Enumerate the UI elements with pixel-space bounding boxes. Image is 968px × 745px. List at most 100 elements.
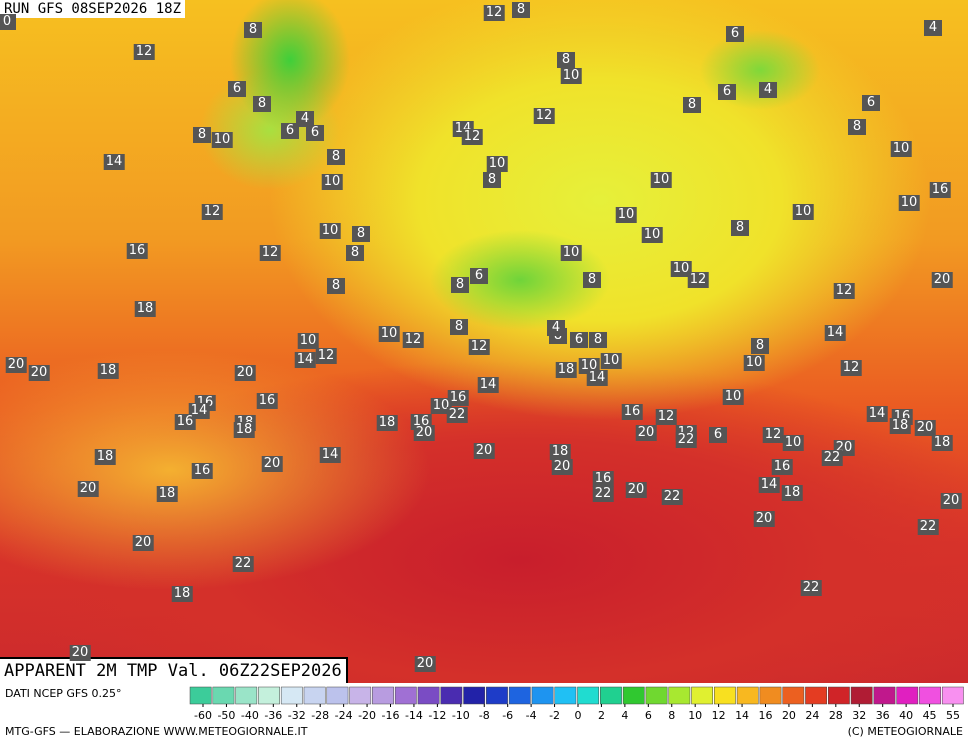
temp-label: 18 xyxy=(931,435,953,451)
colorbar-swatch xyxy=(805,686,827,705)
temp-label: 12 xyxy=(833,283,855,299)
temp-label: 10 xyxy=(430,398,452,414)
temp-label: 10 xyxy=(792,204,814,220)
colorbar-swatch xyxy=(577,686,600,705)
colorbar-tick-label: -2 xyxy=(549,709,560,722)
temp-label: 8 xyxy=(483,172,501,188)
colorbar-tick-label: 16 xyxy=(759,709,773,722)
temp-label: 6 xyxy=(709,427,727,443)
temp-label: 18 xyxy=(781,485,803,501)
temp-label: 8 xyxy=(193,127,211,143)
temp-label: 14 xyxy=(319,447,341,463)
temp-label: 10 xyxy=(560,68,582,84)
temp-label: 8 xyxy=(589,332,607,348)
colorbar-tick-label: -6 xyxy=(502,709,513,722)
temp-label: 20 xyxy=(234,365,256,381)
temp-label: 20 xyxy=(413,425,435,441)
colorbar-tick-label: 10 xyxy=(688,709,702,722)
temp-label: 12 xyxy=(402,332,424,348)
temp-label: 22 xyxy=(661,489,683,505)
colorbar-tick-label: -14 xyxy=(405,709,423,722)
temp-label: 20 xyxy=(28,365,50,381)
temp-label: 10 xyxy=(560,245,582,261)
temp-label: 12 xyxy=(483,5,505,21)
temp-label: 10 xyxy=(319,223,341,239)
temp-label: 10 xyxy=(670,261,692,277)
temp-label: 10 xyxy=(743,355,765,371)
temp-label: 10 xyxy=(600,353,622,369)
temp-label: 22 xyxy=(917,519,939,535)
temp-label: 8 xyxy=(352,226,370,242)
temp-label: 18 xyxy=(555,362,577,378)
temp-label: 8 xyxy=(244,22,262,38)
colorbar-tick-label: -28 xyxy=(311,709,329,722)
temp-label: 22 xyxy=(592,486,614,502)
temp-label: 18 xyxy=(233,422,255,438)
map-title: APPARENT 2M TMP Val. 06Z22SEP2026 xyxy=(0,657,348,683)
temp-label: 20 xyxy=(551,459,573,475)
temp-label: 16 xyxy=(191,463,213,479)
temp-label: 8 xyxy=(346,245,364,261)
colorbar-swatch xyxy=(189,686,212,705)
temp-label: 8 xyxy=(848,119,866,135)
colorbar-swatch xyxy=(280,686,303,705)
colorbar-swatch xyxy=(873,686,896,705)
temp-label: 4 xyxy=(296,111,314,127)
temp-label: 12 xyxy=(133,44,155,60)
temp-label: 10 xyxy=(321,174,343,190)
colorbar-tick-label: -10 xyxy=(452,709,470,722)
colorbar-swatch xyxy=(235,686,258,705)
temp-label: 6 xyxy=(281,123,299,139)
temp-label: 4 xyxy=(547,320,565,336)
temp-label: 14 xyxy=(294,352,316,368)
colorbar-tick-label: 28 xyxy=(829,709,843,722)
temp-label: 10 xyxy=(782,435,804,451)
temp-label: 8 xyxy=(751,338,769,354)
temp-label: 16 xyxy=(621,404,643,420)
credit-label: MTG-GFS — ELABORAZIONE WWW.METEOGIORNALE… xyxy=(5,725,308,738)
colorbar-tick-label: -60 xyxy=(194,709,212,722)
colorbar-swatch xyxy=(531,686,554,705)
colorbar-swatch xyxy=(827,686,850,705)
temp-label: 12 xyxy=(840,360,862,376)
temp-label: 0 xyxy=(0,14,16,30)
colorbar-swatch xyxy=(372,686,394,705)
colorbar: DATI NCEP GFS 0.25° MTG-GFS — ELABORAZIO… xyxy=(5,686,964,738)
temp-label: 8 xyxy=(327,149,345,165)
temp-label: 18 xyxy=(549,444,571,460)
colorbar-tick-label: 4 xyxy=(621,709,628,722)
colorbar-tick-label: 12 xyxy=(712,709,726,722)
temp-label: 8 xyxy=(683,97,701,113)
colorbar-swatch xyxy=(326,686,349,705)
temp-label: 22 xyxy=(800,580,822,596)
temp-label: 12 xyxy=(655,409,677,425)
copyright-label: (C) METEOGIORNALE xyxy=(848,725,963,738)
temp-label: 18 xyxy=(156,486,178,502)
temp-label: 12 xyxy=(461,129,483,145)
colorbar-tick-label: 55 xyxy=(946,709,960,722)
colorbar-tick-label: 20 xyxy=(782,709,796,722)
colorbar-tick-label: 0 xyxy=(575,709,582,722)
temp-label: 14 xyxy=(586,370,608,386)
temp-label: 18 xyxy=(889,418,911,434)
colorbar-tick-label: -36 xyxy=(264,709,282,722)
temp-label: 22 xyxy=(232,556,254,572)
colorbar-tick-label: 45 xyxy=(923,709,937,722)
temp-label: 12 xyxy=(315,348,337,364)
temp-label: 8 xyxy=(512,2,530,18)
temp-label: 14 xyxy=(477,377,499,393)
colorbar-tick-label: -40 xyxy=(241,709,259,722)
colorbar-swatch xyxy=(463,686,486,705)
colorbar-swatch xyxy=(896,686,919,705)
temp-label: 14 xyxy=(103,154,125,170)
colorbar-tick-label: -32 xyxy=(288,709,306,722)
temp-label: 10 xyxy=(722,389,744,405)
temp-label: 20 xyxy=(635,425,657,441)
temp-label: 8 xyxy=(731,220,749,236)
colorbar-tick-label: -50 xyxy=(217,709,235,722)
colorbar-tick-label: 36 xyxy=(876,709,890,722)
temp-label: 16 xyxy=(929,182,951,198)
temp-label: 6 xyxy=(862,95,880,111)
colorbar-swatch xyxy=(850,686,873,705)
temp-label: 16 xyxy=(256,393,278,409)
